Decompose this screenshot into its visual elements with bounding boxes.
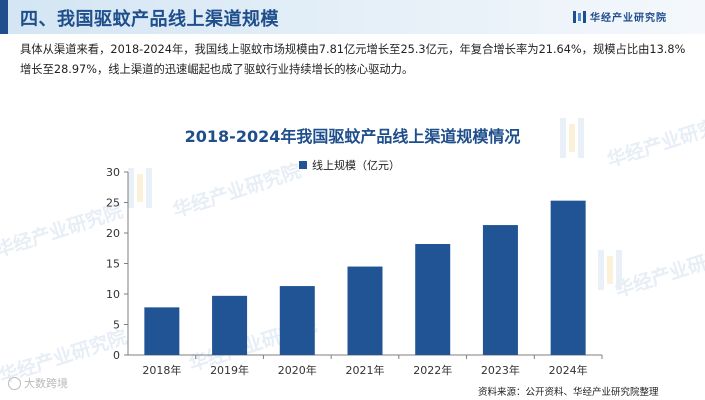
bar [550, 200, 586, 355]
brand-name: 华经产业研究院 [590, 13, 667, 24]
corner-logo-icon [8, 376, 21, 390]
y-tick-label: 20 [106, 227, 120, 240]
chart-title: 2018-2024年我国驱蚊产品线上渠道规模情况 [184, 127, 521, 146]
legend-label: 线上规模（亿元） [312, 159, 400, 172]
corner-logo: 大数跨境 [8, 375, 68, 391]
watermark-logo [598, 250, 622, 290]
y-tick-label: 10 [106, 288, 120, 301]
chart-legend: 线上规模（亿元） [299, 157, 400, 173]
source-note: 资料来源：公开资料、华经产业研究院整理 [478, 387, 659, 398]
bar [212, 295, 248, 355]
y-tick-label: 0 [113, 349, 120, 362]
watermark-logo [560, 118, 584, 158]
corner-logo-text: 大数跨境 [24, 377, 68, 390]
x-tick-label: 2022年 [413, 363, 452, 377]
bar [144, 307, 180, 355]
bar [482, 225, 518, 355]
x-tick-label: 2023年 [481, 363, 520, 377]
header-accent [0, 0, 8, 34]
bar [347, 266, 383, 355]
legend-swatch [299, 161, 307, 169]
y-tick-label: 25 [106, 197, 120, 210]
x-tick-label: 2019年 [210, 363, 249, 377]
header-bar [0, 0, 705, 34]
x-tick-label: 2020年 [278, 363, 317, 377]
y-tick-label: 5 [113, 319, 120, 332]
brand-logo-icon [573, 11, 586, 23]
watermark-logo [128, 168, 152, 208]
bar [279, 286, 315, 355]
page-title: 四、我国驱蚊产品线上渠道规模 [20, 9, 279, 30]
bar [415, 243, 451, 355]
x-tick-label: 2018年 [142, 363, 181, 377]
x-tick-label: 2024年 [549, 363, 588, 377]
y-tick-label: 15 [106, 258, 120, 271]
y-tick-label: 30 [106, 166, 120, 179]
intro-paragraph: 具体从渠道来看，2018-2024年，我国线上驱蚊市场规模由7.81亿元增长至2… [20, 43, 686, 76]
x-tick-label: 2021年 [346, 363, 385, 377]
